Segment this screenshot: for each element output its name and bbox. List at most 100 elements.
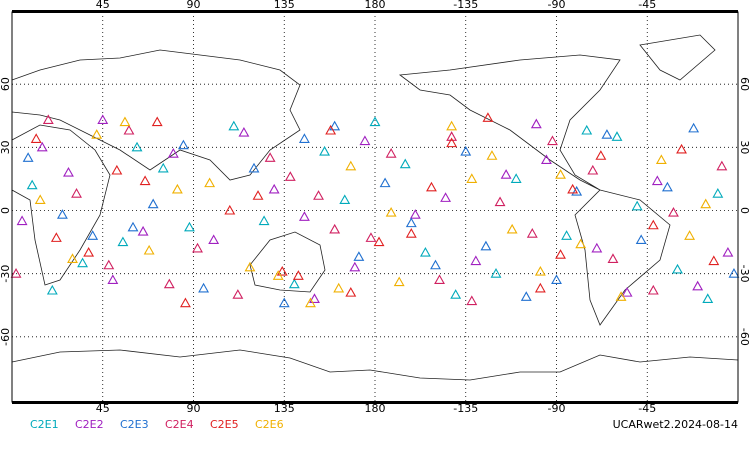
point xyxy=(661,181,673,192)
point xyxy=(430,259,441,270)
footer: UCARwet2.2024-08-14 xyxy=(613,418,738,431)
point xyxy=(621,286,633,297)
point xyxy=(534,282,546,293)
x-tick-label-top: 135 xyxy=(274,0,295,11)
point xyxy=(67,253,78,263)
point xyxy=(298,211,310,221)
point xyxy=(238,126,250,137)
point xyxy=(555,249,566,259)
point xyxy=(655,154,667,165)
point xyxy=(728,268,740,278)
point xyxy=(26,179,38,190)
point xyxy=(111,164,123,175)
y-tick-label-right: -30 xyxy=(738,265,750,283)
legend-entry: C2E6 xyxy=(255,418,284,431)
point xyxy=(208,234,220,245)
point xyxy=(591,242,603,253)
point xyxy=(555,169,566,179)
point xyxy=(611,131,623,141)
point xyxy=(10,268,22,278)
point xyxy=(167,148,179,158)
point xyxy=(688,122,700,133)
y-tick-label-right: -60 xyxy=(738,328,750,346)
point xyxy=(615,291,627,301)
point xyxy=(87,230,99,240)
point xyxy=(450,289,462,299)
point xyxy=(510,173,522,183)
point xyxy=(676,143,687,154)
point xyxy=(244,261,256,272)
x-tick-label-bottom: -135 xyxy=(453,402,478,415)
point xyxy=(131,141,143,152)
point xyxy=(353,251,365,261)
point xyxy=(107,274,119,285)
point xyxy=(393,276,405,287)
point xyxy=(305,297,316,308)
point xyxy=(651,175,663,186)
point xyxy=(192,242,203,253)
point xyxy=(91,129,103,139)
y-tick-label-right: 0 xyxy=(738,207,750,214)
point xyxy=(409,209,421,219)
point xyxy=(339,194,351,205)
point xyxy=(163,278,175,289)
y-tick-label-right: 60 xyxy=(738,77,750,91)
point xyxy=(284,171,296,181)
point xyxy=(34,194,46,205)
point xyxy=(204,177,216,188)
point xyxy=(595,150,607,160)
x-tick-label-bottom: 135 xyxy=(274,402,295,415)
point xyxy=(63,166,74,177)
point xyxy=(520,291,532,301)
point xyxy=(272,270,284,280)
legend-entry: C2E2 xyxy=(75,418,104,431)
point xyxy=(36,141,48,152)
point xyxy=(716,160,728,171)
legend-entry: C2E4 xyxy=(165,418,194,431)
point xyxy=(480,240,492,251)
point xyxy=(22,152,34,162)
point xyxy=(470,255,482,266)
point xyxy=(268,183,280,194)
point xyxy=(359,135,371,146)
point xyxy=(419,246,431,257)
point xyxy=(702,293,714,303)
frame-top xyxy=(12,10,738,13)
point xyxy=(264,152,276,162)
point xyxy=(198,282,210,293)
point xyxy=(151,116,163,127)
legend-entry: C2E3 xyxy=(120,418,149,431)
y-tick-label-left: -30 xyxy=(0,265,12,283)
y-tick-label-right: 30 xyxy=(738,140,750,154)
point xyxy=(692,280,704,291)
point xyxy=(157,162,169,173)
point xyxy=(349,261,361,272)
point xyxy=(567,183,579,194)
north-america xyxy=(398,54,621,191)
antarctica xyxy=(11,349,739,381)
point xyxy=(712,188,724,198)
y-tick-label-left: -60 xyxy=(0,328,12,346)
point xyxy=(581,124,593,135)
point xyxy=(329,223,341,234)
point xyxy=(672,263,683,274)
point xyxy=(143,244,155,255)
point xyxy=(309,293,320,303)
point xyxy=(486,150,498,160)
point xyxy=(16,215,28,226)
point xyxy=(97,114,109,125)
point xyxy=(147,198,159,209)
point xyxy=(668,206,679,217)
point xyxy=(369,116,381,127)
point xyxy=(601,129,613,139)
point xyxy=(325,124,337,135)
point xyxy=(466,173,478,183)
point xyxy=(490,268,502,278)
x-tick-label-bottom: -45 xyxy=(638,402,656,415)
point xyxy=(30,133,42,143)
point xyxy=(232,289,244,299)
point xyxy=(258,215,270,226)
point xyxy=(127,221,139,232)
point xyxy=(722,246,734,257)
point xyxy=(385,148,397,158)
